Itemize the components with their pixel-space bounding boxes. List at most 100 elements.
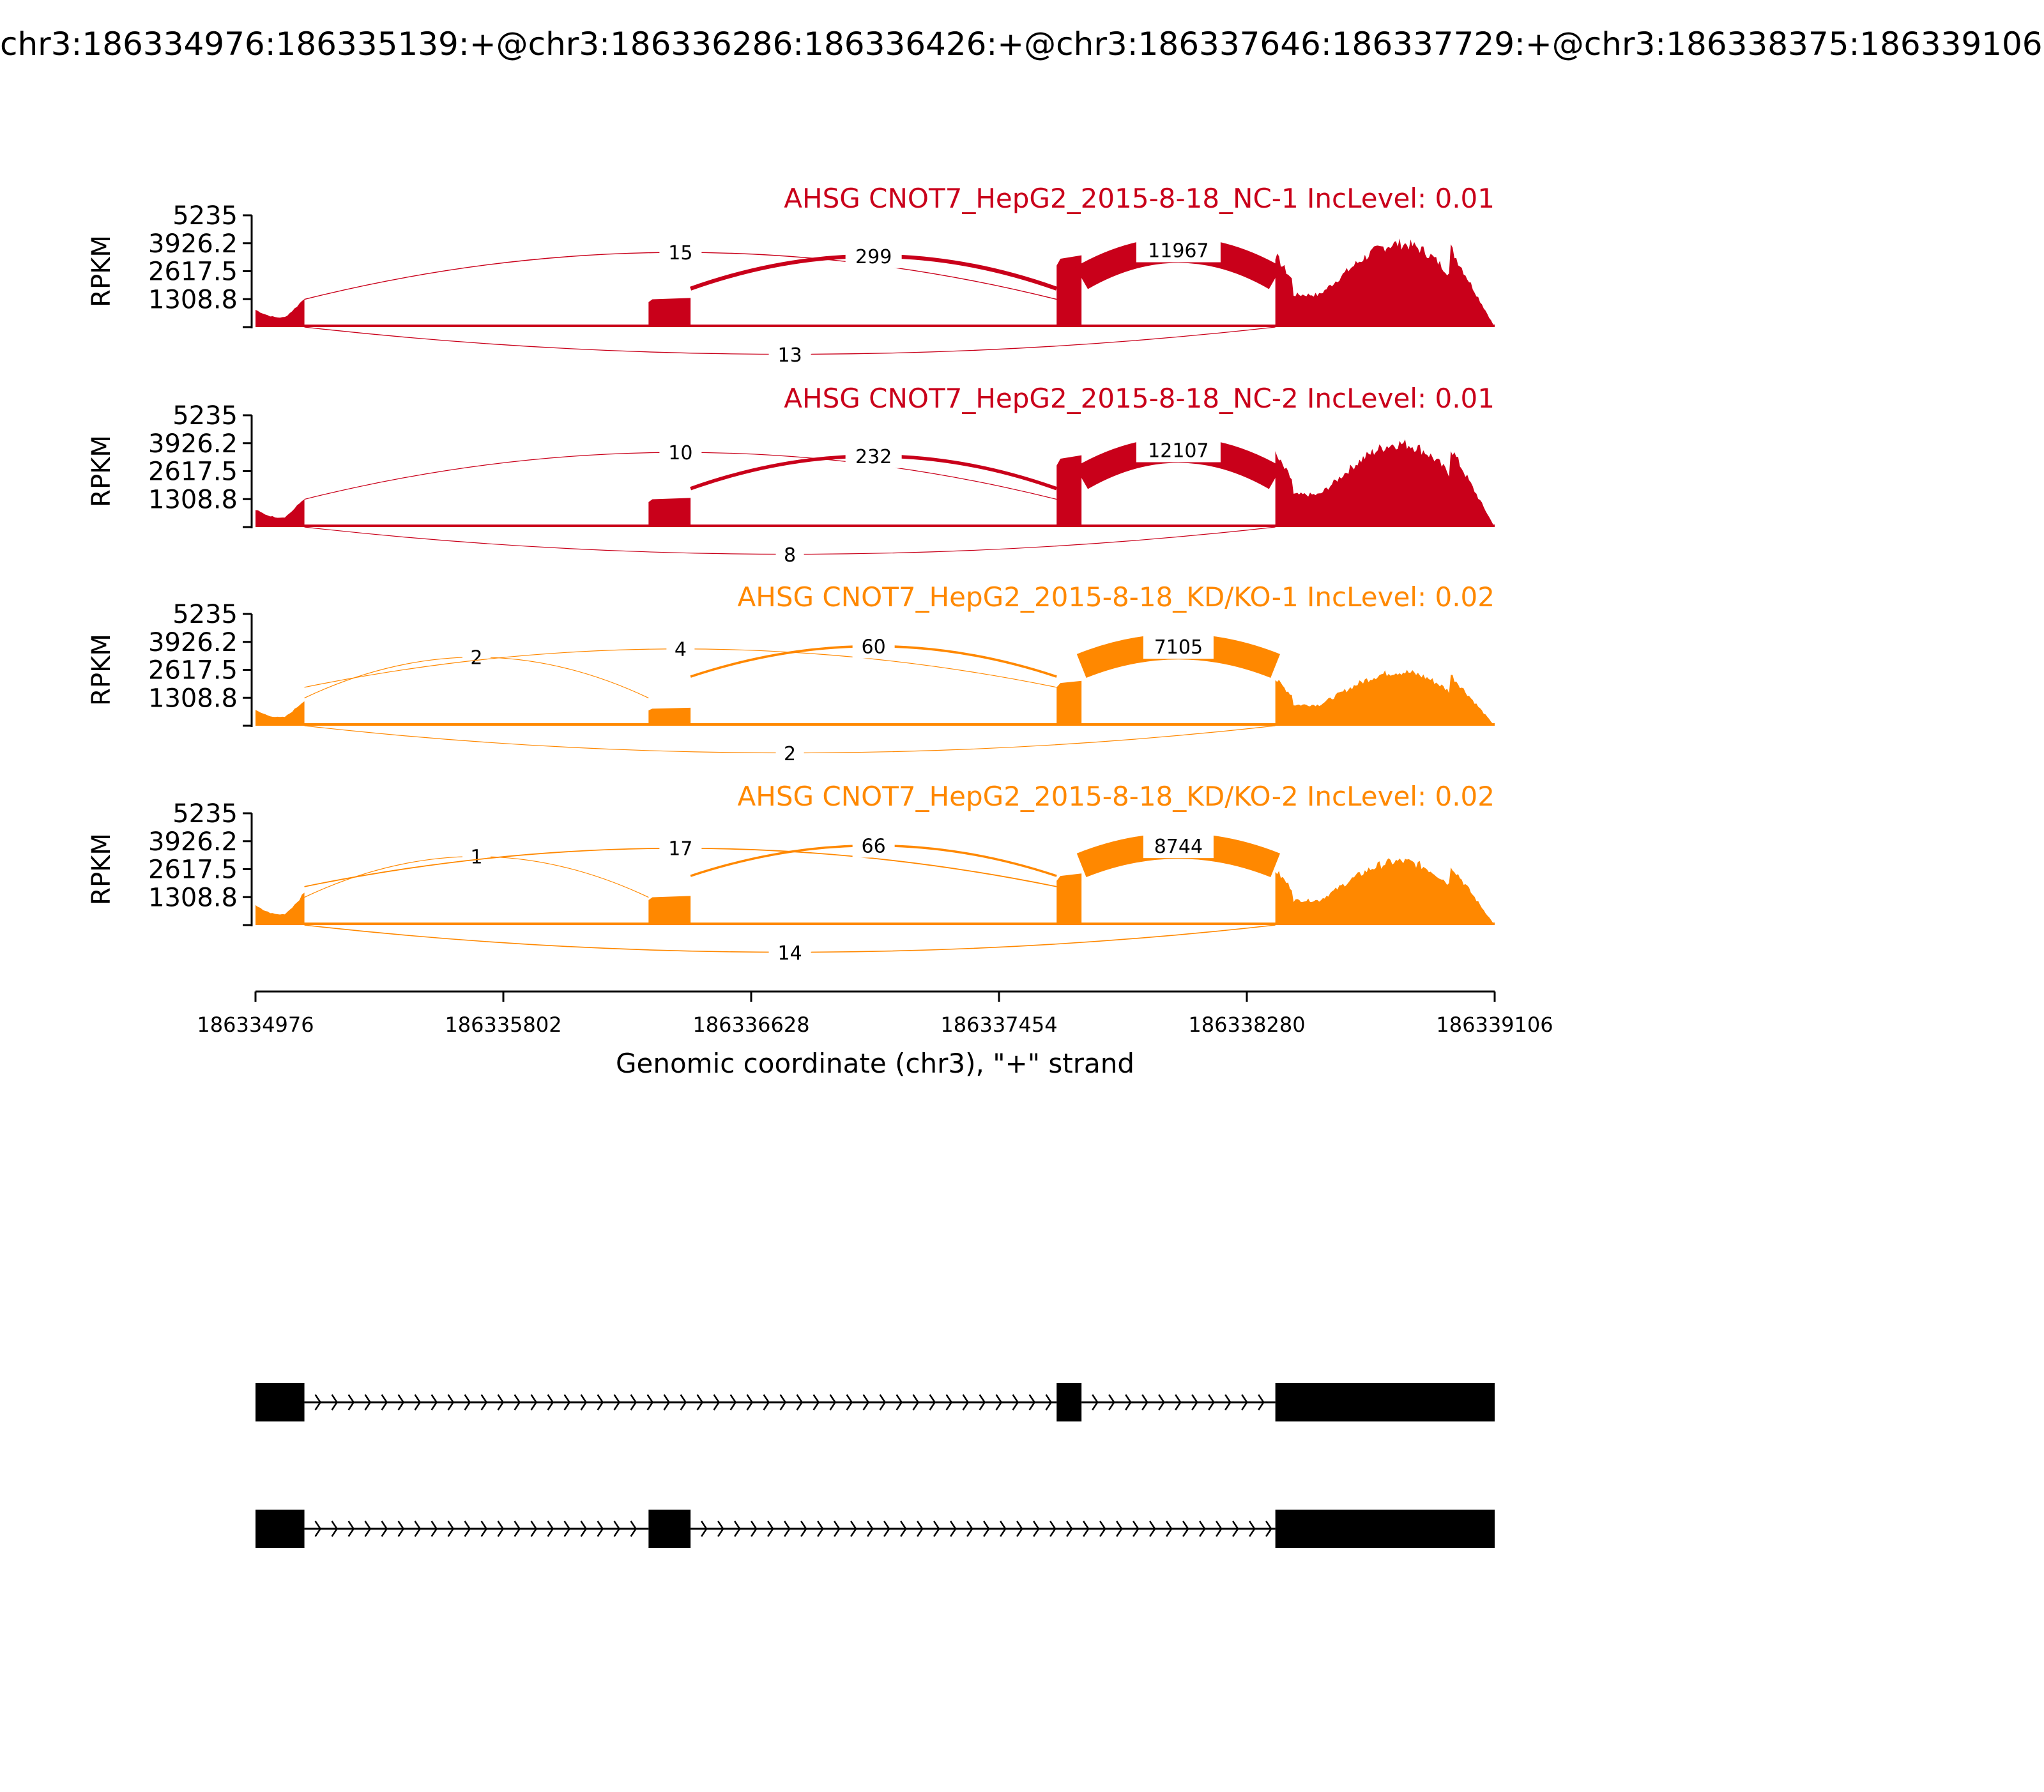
y-tick-label: 2617.5 bbox=[148, 855, 238, 885]
exon-coverage bbox=[1275, 670, 1495, 726]
strand-chevron bbox=[480, 1520, 488, 1537]
junction-count-label: 2 bbox=[784, 743, 796, 765]
junction-count-label: 10 bbox=[668, 442, 692, 464]
strand-chevron bbox=[381, 1520, 388, 1537]
strand-chevron bbox=[1016, 1520, 1023, 1537]
strand-chevron bbox=[1133, 1520, 1140, 1537]
strand-chevron bbox=[1092, 1394, 1099, 1411]
junction-label-bg bbox=[659, 239, 702, 265]
strand-chevron bbox=[331, 1394, 339, 1411]
strand-chevron bbox=[331, 1520, 339, 1537]
strand-chevron bbox=[763, 1394, 770, 1411]
strand-chevron bbox=[900, 1520, 907, 1537]
exon-block bbox=[256, 1383, 305, 1421]
strand-chevron bbox=[717, 1520, 724, 1537]
figure-title: chr3:186334976:186335139:+@chr3:18633628… bbox=[0, 26, 2044, 63]
strand-chevron bbox=[995, 1394, 1003, 1411]
junction-label-bg bbox=[845, 442, 902, 468]
strand-chevron bbox=[1116, 1520, 1123, 1537]
strand-chevron bbox=[929, 1394, 936, 1411]
strand-chevron bbox=[497, 1520, 505, 1537]
panel-label: AHSG CNOT7_HepG2_2015-8-18_NC-2 IncLevel… bbox=[784, 383, 1495, 414]
junction-count-label: 14 bbox=[778, 942, 802, 965]
strand-chevron bbox=[1108, 1394, 1115, 1411]
junction-count-label: 8744 bbox=[1154, 836, 1203, 858]
exon-coverage bbox=[1275, 238, 1495, 327]
strand-chevron bbox=[530, 1520, 538, 1537]
junction-label-bg bbox=[775, 541, 804, 567]
junction-label-bg bbox=[775, 740, 804, 765]
exon-block bbox=[648, 1510, 691, 1548]
strand-chevron bbox=[630, 1394, 637, 1411]
strand-chevron bbox=[646, 1394, 654, 1411]
junction-label-bg bbox=[845, 242, 902, 268]
y-tick-label: 5235 bbox=[172, 401, 238, 431]
strand-chevron bbox=[1265, 1520, 1272, 1537]
exon-coverage bbox=[256, 299, 305, 327]
strand-chevron bbox=[846, 1394, 853, 1411]
junction-label-bg bbox=[659, 439, 702, 465]
junction-count-label: 7105 bbox=[1154, 636, 1203, 659]
y-tick-label: 2617.5 bbox=[148, 656, 238, 685]
strand-chevron bbox=[879, 1394, 887, 1411]
strand-chevron bbox=[580, 1394, 588, 1411]
junction-count-label: 60 bbox=[862, 636, 886, 658]
strand-chevron bbox=[314, 1394, 322, 1411]
junction-count-label: 17 bbox=[668, 838, 692, 861]
strand-chevron bbox=[397, 1520, 405, 1537]
y-tick-label: 1308.8 bbox=[148, 883, 238, 912]
junction-label-bg bbox=[1143, 633, 1214, 659]
strand-chevron bbox=[514, 1394, 521, 1411]
x-tick-label: 186334976 bbox=[197, 1013, 314, 1037]
strand-chevron bbox=[680, 1394, 687, 1411]
strand-chevron bbox=[1012, 1394, 1019, 1411]
y-axis-label: RPKM bbox=[87, 435, 116, 507]
strand-chevron bbox=[751, 1520, 758, 1537]
strand-chevron bbox=[767, 1520, 774, 1537]
x-tick-label: 186339106 bbox=[1436, 1013, 1553, 1037]
y-tick-label: 3926.2 bbox=[148, 628, 238, 657]
strand-chevron bbox=[431, 1520, 438, 1537]
strand-chevron bbox=[979, 1394, 986, 1411]
exon-coverage bbox=[648, 896, 691, 925]
strand-chevron bbox=[862, 1394, 870, 1411]
strand-chevron bbox=[1000, 1520, 1007, 1537]
strand-chevron bbox=[796, 1394, 804, 1411]
strand-chevron bbox=[1149, 1520, 1156, 1537]
junction-count-label: 4 bbox=[675, 639, 687, 661]
strand-chevron bbox=[1182, 1520, 1189, 1537]
y-tick-label: 5235 bbox=[172, 201, 238, 231]
strand-chevron bbox=[447, 1394, 455, 1411]
strand-chevron bbox=[983, 1520, 990, 1537]
strand-chevron bbox=[1241, 1394, 1248, 1411]
strand-chevron bbox=[613, 1394, 621, 1411]
strand-chevron bbox=[1028, 1394, 1036, 1411]
strand-chevron bbox=[397, 1394, 405, 1411]
junction-label-bg bbox=[666, 635, 695, 661]
junction-label-bg bbox=[852, 832, 895, 858]
strand-chevron bbox=[1099, 1520, 1106, 1537]
x-tick-label: 186336628 bbox=[692, 1013, 809, 1037]
strand-chevron bbox=[1208, 1394, 1215, 1411]
strand-chevron bbox=[364, 1520, 372, 1537]
strand-chevron bbox=[663, 1394, 671, 1411]
strand-chevron bbox=[834, 1520, 841, 1537]
strand-chevron bbox=[613, 1520, 621, 1537]
y-axis-label: RPKM bbox=[87, 634, 116, 706]
exon-block bbox=[256, 1510, 305, 1548]
exon-coverage bbox=[648, 707, 691, 726]
strand-chevron bbox=[597, 1520, 604, 1537]
strand-chevron bbox=[314, 1520, 322, 1537]
y-tick-label: 5235 bbox=[172, 799, 238, 829]
exon-coverage bbox=[648, 498, 691, 527]
junction-count-label: 13 bbox=[778, 344, 802, 367]
junction-count-label: 15 bbox=[668, 242, 692, 264]
strand-chevron bbox=[1141, 1394, 1148, 1411]
strand-chevron bbox=[364, 1394, 372, 1411]
strand-chevron bbox=[812, 1394, 820, 1411]
exon-block bbox=[1056, 1383, 1082, 1421]
panel-label: AHSG CNOT7_HepG2_2015-8-18_KD/KO-2 IncLe… bbox=[738, 781, 1495, 812]
